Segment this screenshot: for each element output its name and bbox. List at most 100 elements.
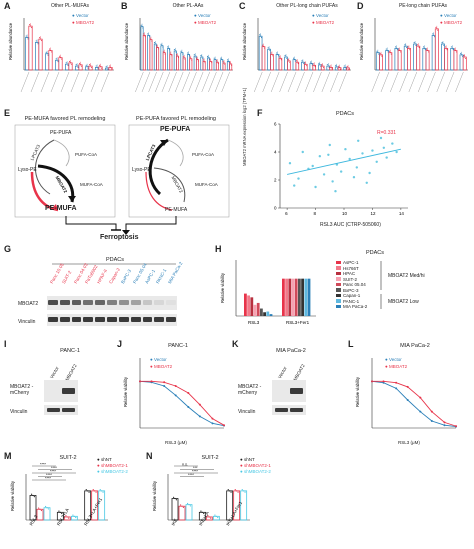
data-point [211, 422, 214, 425]
x-tick-label [155, 71, 164, 93]
data-point [67, 65, 69, 67]
data-point [197, 60, 199, 62]
panel-e-left-mufacoa: MUFA-CoA [80, 182, 103, 187]
blot-band-vinculin [83, 317, 94, 322]
panel-b-title: Other PL-AAs [172, 3, 204, 9]
panel-l-legend-vector: ● Vector [385, 357, 402, 362]
data-point [187, 392, 190, 394]
bar [462, 56, 467, 71]
data-point [101, 490, 103, 492]
blot-band-vinculin [95, 317, 106, 322]
data-point [434, 36, 436, 38]
data-point [295, 60, 297, 62]
data-point [450, 46, 452, 48]
data-point [444, 46, 446, 48]
data-point [46, 507, 48, 509]
bar [285, 278, 288, 316]
legend-item: BxPC-3 [336, 288, 359, 293]
blot-band-mboat2 [107, 300, 117, 305]
data-point [106, 67, 108, 69]
data-point [31, 493, 33, 495]
data-point [188, 55, 191, 57]
data-point [65, 62, 67, 64]
bar [149, 39, 153, 71]
data-point [156, 45, 158, 47]
data-point [55, 58, 57, 60]
panel-b-legend-mboat2: ● MBOAT2 [194, 20, 217, 25]
panel-c-legend-mboat2: ● MBOAT2 [312, 20, 335, 25]
data-point [75, 516, 77, 519]
data-point [80, 65, 82, 67]
data-point [99, 489, 101, 491]
data-point [147, 33, 149, 35]
x-tick-label [141, 71, 151, 93]
scatter-point [348, 157, 351, 161]
bar [43, 507, 51, 521]
bar [444, 47, 449, 71]
scatter-point [288, 162, 292, 165]
data-point [371, 380, 373, 383]
x-tick-label [390, 71, 399, 93]
data-point [419, 410, 422, 413]
panel-i-lane-vector: Vector [49, 365, 60, 380]
x-tick-label: IKE [171, 518, 179, 527]
data-point [40, 509, 43, 512]
bar [294, 278, 298, 316]
bar [258, 35, 263, 71]
panel-h-group-lo: MBOAT2 Low [388, 299, 419, 305]
bar [185, 504, 193, 521]
bar [65, 63, 70, 71]
panel-j-title: PANC-1 [168, 343, 188, 349]
blot-band-mboat2 [118, 300, 129, 305]
data-point [65, 515, 67, 517]
panel-e-right-lysope: Lyso-PE [132, 167, 151, 173]
data-point [162, 50, 164, 52]
y-axis-label: Relative abundance [359, 22, 364, 60]
bar [48, 50, 53, 71]
y-axis-label: Relative viability [123, 376, 128, 407]
panel-c-legend-vector: ● Vector [312, 13, 329, 18]
x-tick-label [168, 71, 177, 93]
bar [275, 54, 280, 71]
data-point [430, 420, 433, 422]
data-point [162, 46, 164, 48]
data-point [398, 48, 400, 50]
data-point [234, 489, 236, 491]
panel-h-group-hi: MBOAT2 Med/hi [388, 273, 425, 279]
data-point [73, 515, 75, 517]
bar [304, 278, 308, 316]
panel-k-blot-bottom [272, 405, 306, 415]
data-point [294, 60, 296, 62]
series-line [371, 380, 457, 428]
data-point [329, 65, 331, 67]
bar [394, 47, 399, 71]
panel-label-m: M [4, 451, 12, 461]
x-tick-label: 10 [342, 211, 348, 216]
scatter-point [385, 156, 388, 159]
scatter-point [331, 180, 334, 183]
bar [312, 64, 317, 71]
lane-label: HPAF-II [96, 268, 109, 285]
data-point [87, 67, 89, 69]
scatter-point [335, 163, 339, 166]
data-point [187, 52, 189, 54]
panel-k-title: MIA PaCa-2 [276, 348, 306, 354]
scatter-point [301, 150, 304, 154]
blot-band-vinculin [59, 317, 70, 322]
bar [45, 53, 50, 71]
data-point [259, 34, 261, 36]
bar [75, 65, 80, 71]
data-point [174, 385, 177, 387]
panel-e-left-pufacoa: PUFA-CoA [75, 152, 98, 157]
data-point [284, 55, 286, 57]
data-point [40, 39, 42, 42]
bar [176, 55, 180, 71]
panel-k-row-mboat2: MBOAT2 -mCherry [238, 384, 262, 396]
data-point [262, 44, 264, 46]
panel-i-title: PANC-1 [60, 348, 80, 354]
bar [413, 43, 418, 71]
data-point [406, 47, 408, 49]
data-point [463, 55, 465, 57]
significance-label: n.s. [182, 463, 188, 467]
data-point [49, 48, 51, 50]
